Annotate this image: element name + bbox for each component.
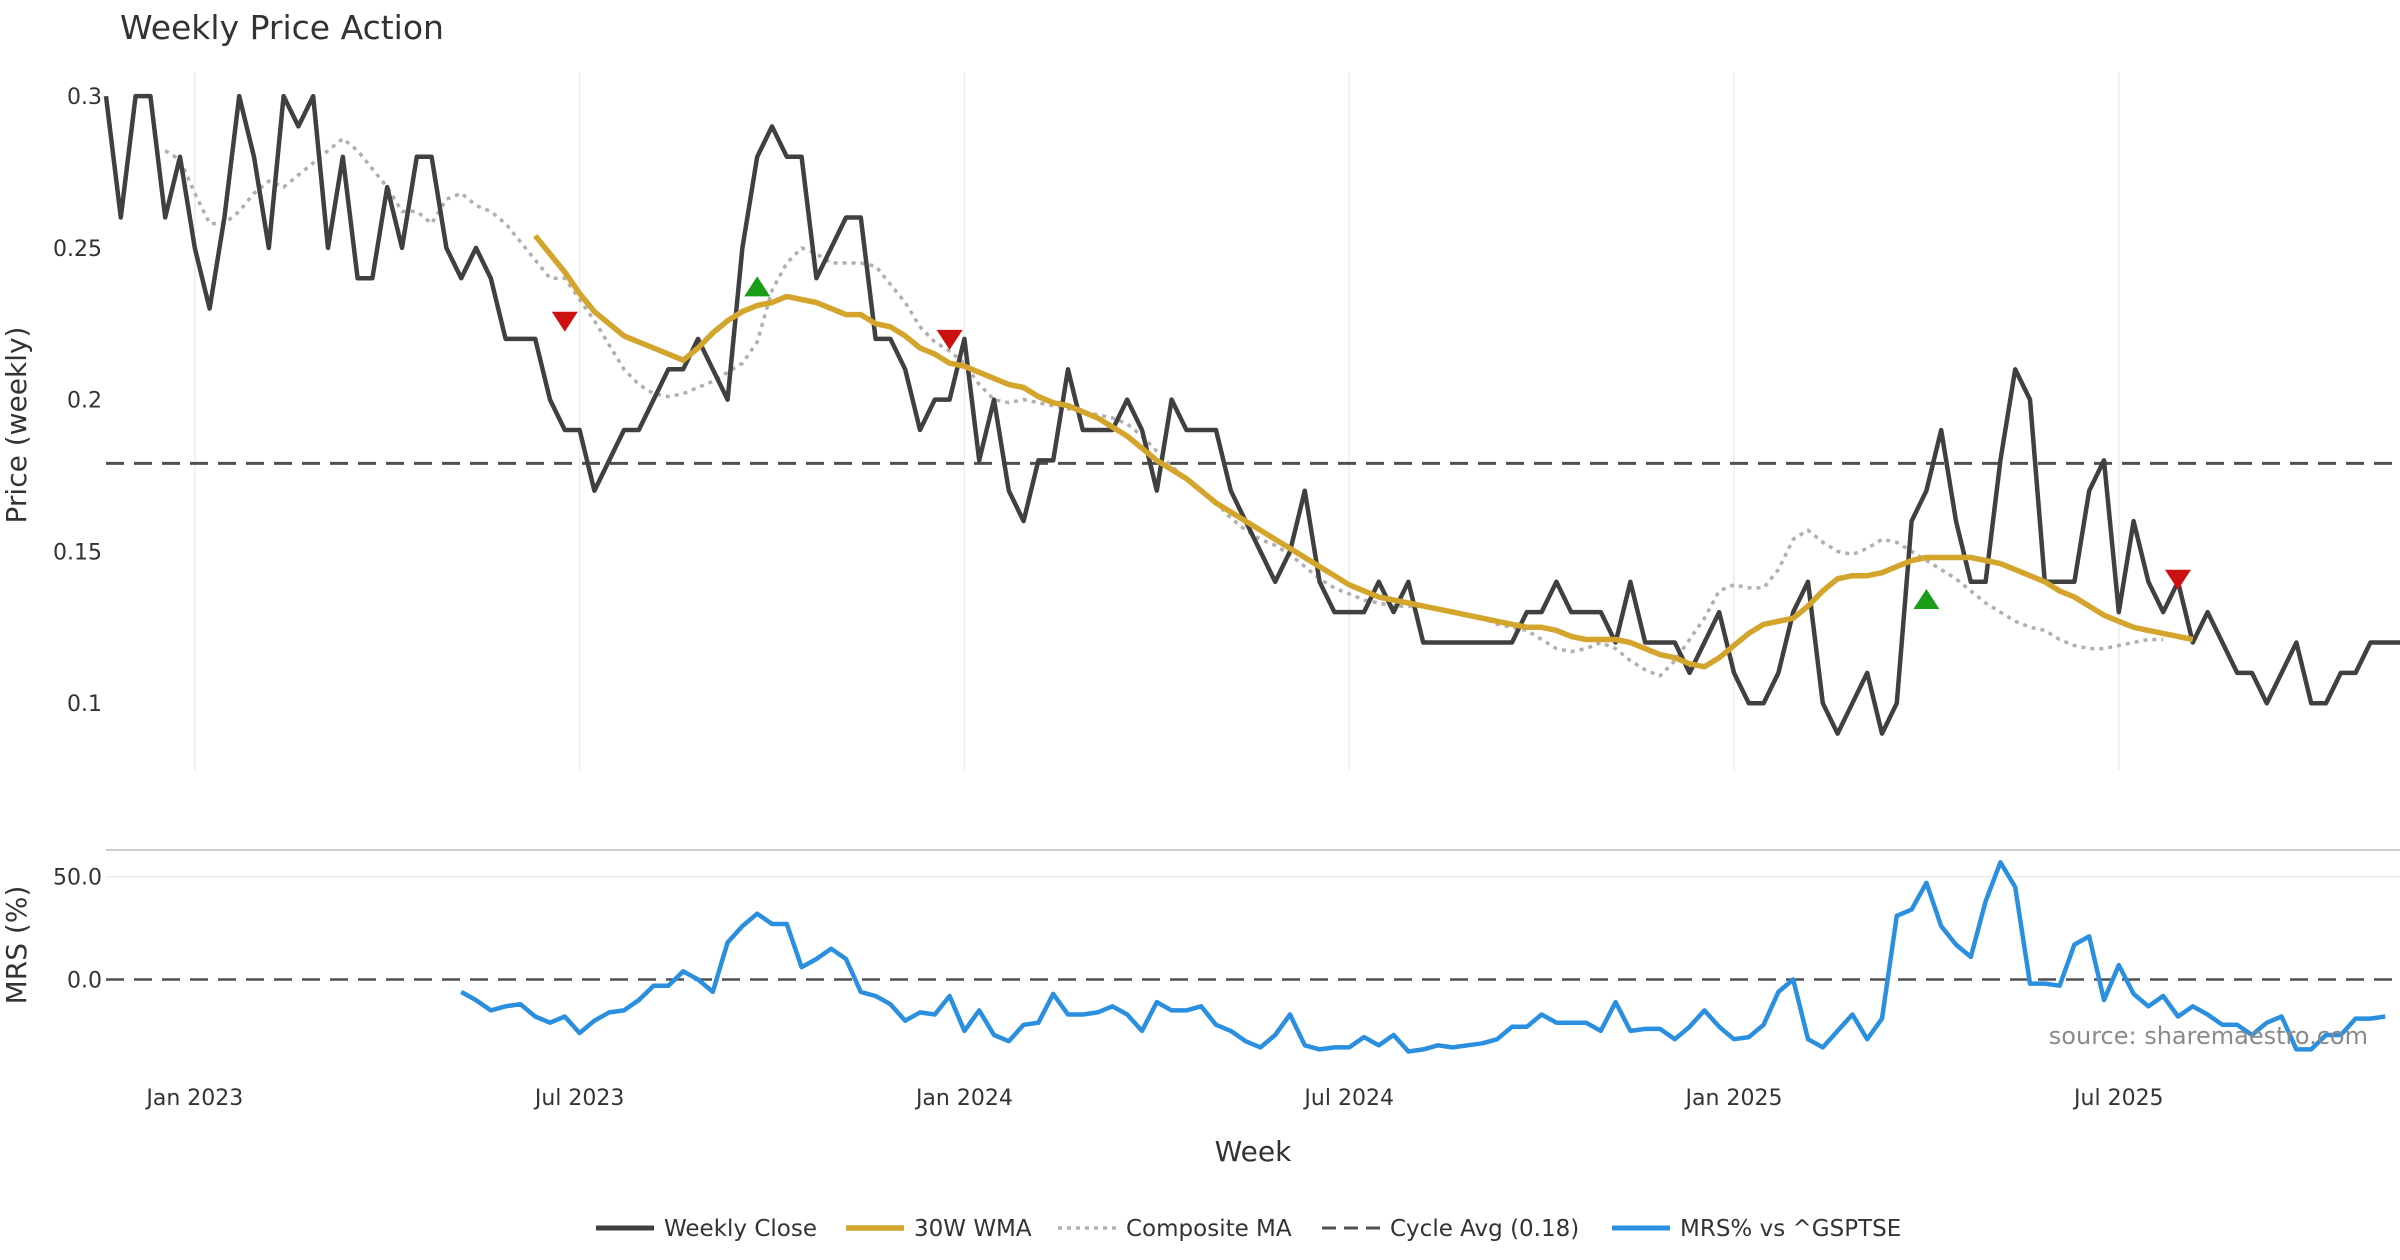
legend-label: Composite MA [1126,1216,1292,1242]
price-panel-grid [194,72,2120,770]
x-tick-label: Jul 2023 [533,1086,625,1111]
sell-signal-marker [551,311,578,332]
buy-signal-marker [1913,589,1940,609]
price-y-ticks: 0.1 0.15 0.2 0.25 0.3 [53,85,102,717]
chart-title: Weekly Price Action [120,8,444,47]
price-y-tick-label: 0.25 [53,237,102,262]
price-y-axis-label: Price (weekly) [0,327,33,524]
legend-label: Cycle Avg (0.18) [1390,1216,1579,1242]
mrs-line [460,860,2386,1054]
composite-ma-line [164,136,2164,678]
price-y-tick-label: 0.1 [67,692,102,717]
weekly-close-line [103,93,2400,736]
x-tick-label: Jan 2024 [914,1086,1013,1111]
buy-signal-marker [744,276,771,297]
price-y-tick-label: 0.3 [67,85,102,110]
x-tick-label: Jan 2023 [144,1086,243,1111]
mrs-y-ticks: 0.0 50.0 [53,866,102,994]
wma-30w-line [533,233,2194,670]
sell-signal-marker [936,329,963,350]
legend-label: Weekly Close [664,1216,817,1242]
price-y-tick-label: 0.2 [67,389,102,414]
mrs-y-tick-label: 0.0 [67,969,102,994]
price-y-tick-label: 0.15 [53,540,102,565]
source-label: source: sharemaestro.com [2049,1022,2368,1050]
x-tick-label: Jul 2024 [1302,1086,1394,1111]
x-axis-label: Week [1215,1135,1292,1168]
legend: Weekly Close 30W WMA Composite MA Cycle Avg… [596,1216,1901,1242]
price-series-group [103,93,2400,736]
x-tick-label: Jul 2025 [2072,1086,2164,1111]
x-tick-label: Jan 2025 [1684,1086,1783,1111]
legend-label: 30W WMA [914,1216,1032,1242]
sell-signal-marker [2165,569,2191,590]
legend-label: MRS% vs ^GSPTSE [1680,1216,1901,1242]
mrs-y-tick-label: 50.0 [53,866,102,891]
x-ticks: Jan 2023 Jul 2023 Jan 2024 Jul 2024 Jan 2025… [144,1086,2163,1111]
mrs-series-group [106,860,2400,1054]
mrs-y-axis-label: MRS (%) [0,886,33,1005]
